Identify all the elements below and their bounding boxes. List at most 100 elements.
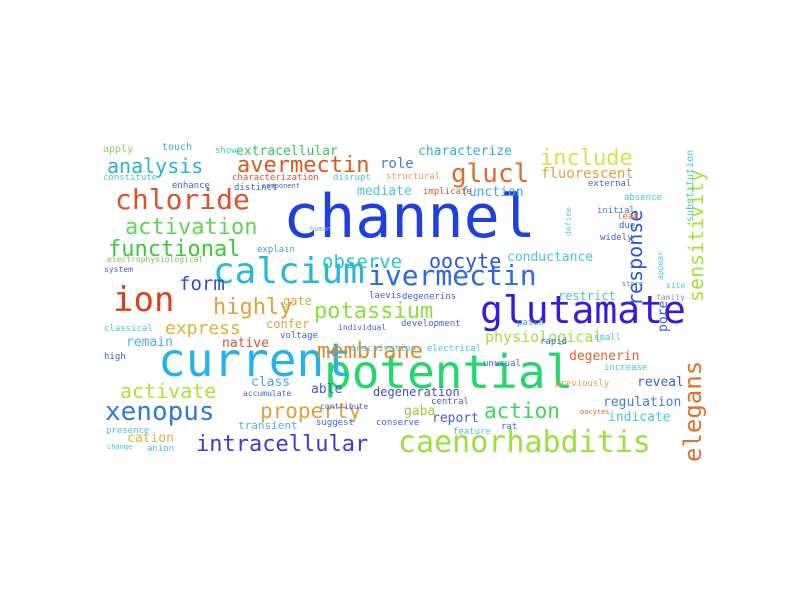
word-native: native (222, 336, 269, 351)
word-rat: rat (501, 422, 517, 432)
word-property: property (260, 399, 361, 423)
word-analysis: analysis (107, 154, 203, 178)
word-component: component (262, 182, 300, 190)
word-patch: patch (517, 318, 544, 328)
word-system: system (104, 265, 133, 274)
word-confer: confer (266, 317, 309, 331)
word-gaba: gaba (404, 404, 435, 419)
word-explain: explain (257, 245, 295, 255)
word-functional: functional (108, 237, 240, 262)
word-calcium: calcium (213, 251, 365, 292)
word-observe: observe (322, 251, 402, 273)
word-able: able (311, 382, 342, 397)
word-substitution: substitution (685, 150, 696, 222)
word-inactivation: inactivation (351, 344, 416, 354)
word-laevis: laevis (369, 291, 402, 301)
word-small: small (594, 333, 621, 343)
word-physiological: physiological (485, 328, 602, 346)
word-define: define (564, 207, 573, 236)
word-reveal: reveal (637, 375, 684, 390)
word-conserve: conserve (376, 418, 419, 428)
word-pore: pore (656, 301, 671, 332)
word-change: change (107, 443, 132, 451)
word-oocyte: oocyte (429, 249, 501, 273)
word-widely: widely (600, 233, 633, 243)
word-apply: apply (103, 144, 133, 155)
word-external: external (588, 179, 631, 189)
word-increase: increase (604, 363, 647, 373)
word-development: development (401, 319, 461, 329)
word-intracellular: intracellular (196, 432, 368, 457)
word-function: function (461, 185, 524, 200)
word-transient: transient (238, 419, 298, 432)
word-accumulate: accumulate (243, 389, 291, 398)
word-glutamate: glutamate (480, 288, 686, 332)
word-activate: activate (120, 379, 216, 403)
word-activation: activation (125, 215, 257, 240)
word-express: express (165, 318, 241, 339)
word-touch: touch (162, 142, 192, 153)
word-response: response (623, 210, 647, 306)
word-store: store (622, 280, 643, 288)
word-sensitivity: sensitivity (684, 170, 708, 302)
word-voltage: voltage (280, 331, 318, 341)
word-enhance: enhance (172, 181, 210, 191)
word-degenerins: degenerins (402, 292, 456, 302)
word-gate: gate (283, 294, 312, 308)
word-constitute: constitute (103, 173, 157, 183)
word-feature: feature (453, 427, 491, 437)
word-xenopus: xenopus (105, 397, 215, 427)
word-role: role (380, 156, 414, 172)
word-elegans: elegans (679, 361, 707, 462)
word-action: action (484, 399, 560, 423)
word-class: class (251, 375, 290, 390)
word-suggest: suggest (316, 418, 354, 428)
word-membrane: membrane (317, 339, 423, 364)
word-report: report (432, 411, 479, 426)
word-degenerin: degenerin (569, 349, 639, 364)
word-remain: remain (126, 335, 173, 350)
word-contribute: contribute (320, 402, 368, 411)
word-current: current (158, 333, 352, 387)
word-rapid: rapid (540, 337, 567, 347)
word-restrict: restrict (558, 289, 616, 303)
word-unusual: unusual (483, 359, 521, 369)
word-disrupt: disrupt (333, 173, 371, 183)
word-structural: structural (386, 172, 440, 182)
word-oocytes: oocytes (580, 408, 610, 416)
word-fluorescent: fluorescent (541, 166, 634, 182)
word-cation: cation (127, 431, 174, 446)
word-central: central (431, 397, 469, 407)
word-channel: channel (283, 182, 536, 252)
word-degeneration: degeneration (373, 385, 460, 399)
word-indicate: indicate (608, 410, 671, 425)
word-site: site (666, 281, 685, 290)
word-individual: individual (338, 323, 386, 332)
word-anion: anion (147, 444, 174, 454)
word-highly: highly (213, 295, 292, 320)
word-presence: presence (106, 426, 149, 436)
word-form: form (179, 273, 225, 295)
word-lead: lead (617, 212, 639, 222)
word-characterization: characterization (232, 173, 319, 183)
word-avermectin: avermectin (237, 153, 369, 178)
word-characterize: characterize (418, 144, 512, 159)
word-family: family (656, 293, 685, 302)
word-potential: potential (324, 345, 573, 399)
word-human: human (310, 225, 331, 233)
word-conductance: conductance (507, 250, 593, 265)
word-ion: ion (113, 280, 174, 320)
word-distinct: distinct (234, 183, 277, 193)
word-initial: initial (597, 206, 635, 216)
word-glucl: glucl (451, 159, 529, 189)
word-potassium: potassium (314, 299, 433, 324)
word-due: due (619, 221, 635, 231)
word-electrophysiological: electrophysiological (107, 255, 204, 264)
word-mediate: mediate (357, 184, 412, 199)
word-implicate: implicate (423, 187, 472, 197)
word-ivermectin: ivermectin (368, 259, 537, 292)
word-electrical: electrical (427, 344, 481, 354)
word-show: show (215, 146, 237, 156)
word-chloride: chloride (115, 183, 250, 216)
